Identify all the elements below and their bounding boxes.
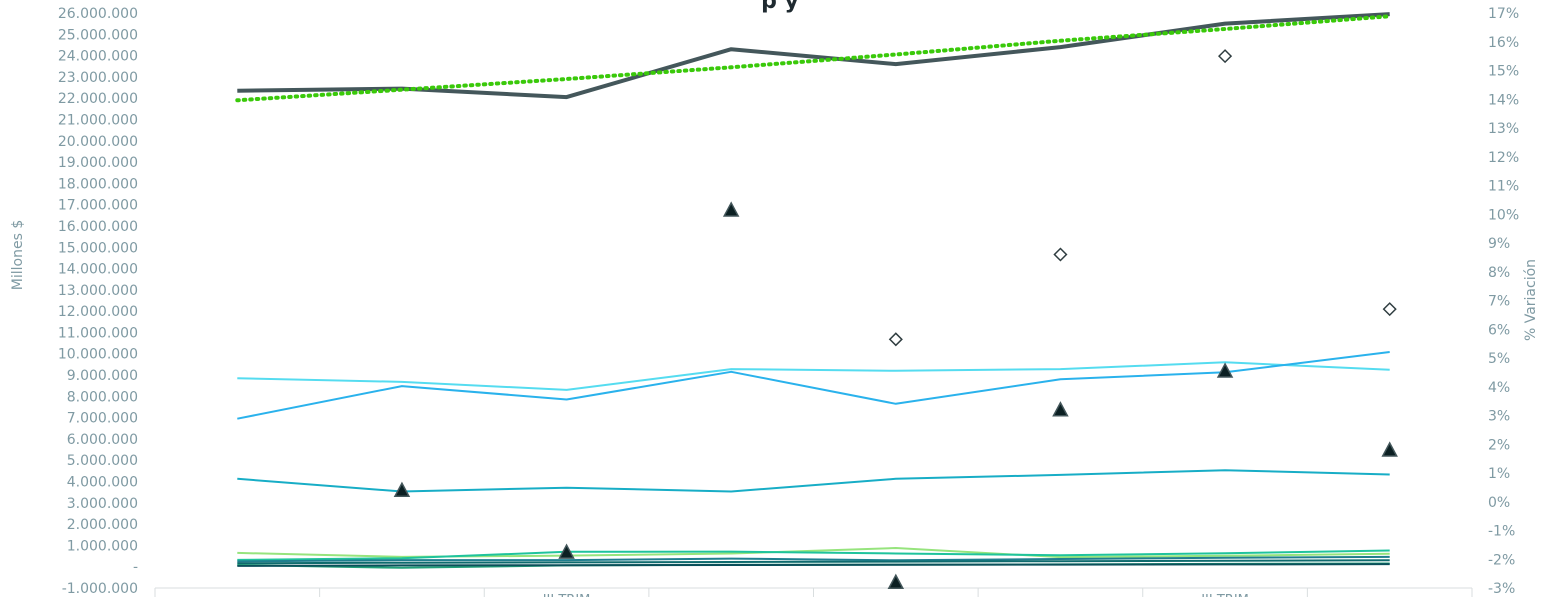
triangle-marker [1381,441,1398,457]
x-tick-label: III TRIM [1201,593,1249,597]
diamond-marker [1218,49,1233,64]
left-tick-label: 3.000.000 [67,496,138,512]
series-line-8 [237,559,1390,565]
left-tick-label: 26.000.000 [58,6,138,22]
right-tick-label: 10% [1488,207,1519,223]
series-line-3 [237,351,1390,420]
left-tick-label: 21.000.000 [58,112,138,128]
left-tick-label: 14.000.000 [58,262,138,278]
left-tick-label: 13.000.000 [58,283,138,299]
series-line-6 [237,549,1390,561]
left-tick-label: 22.000.000 [58,91,138,107]
left-axis: -1.000.000-1.000.0002.000.0003.000.0004.… [58,6,138,597]
left-tick-label: 10.000.000 [58,347,138,363]
triangle-marker [722,201,740,217]
left-tick-label: 9.000.000 [67,368,138,384]
left-tick-label: 4.000.000 [67,475,138,491]
right-tick-label: 7% [1488,294,1510,310]
right-tick-label: 0% [1488,495,1510,511]
left-tick-label: 17.000.000 [58,198,138,214]
x-tick-label: III TRIM [543,593,591,597]
right-tick-label: 15% [1488,64,1519,80]
left-tick-label: - [133,560,138,576]
right-tick-label: 1% [1488,466,1510,482]
left-tick-label: 6.000.000 [67,432,138,448]
left-tick-label: 24.000.000 [58,49,138,65]
chart-title: p y [761,0,799,14]
diamond-marker [888,332,903,347]
series-line-1 [235,14,1392,103]
series-line-0 [237,12,1390,100]
left-tick-label: 12.000.000 [58,304,138,320]
triangle-marker [887,573,905,589]
left-tick-label: 23.000.000 [58,70,138,86]
right-tick-label: 14% [1488,92,1519,108]
right-tick-label: -3% [1488,581,1515,597]
right-tick-label: -1% [1488,524,1515,540]
right-tick-label: 5% [1488,351,1510,367]
left-tick-label: 7.000.000 [67,411,138,427]
triangle-marker [1052,401,1069,417]
right-tick-label: 17% [1488,6,1519,22]
left-tick-label: 8.000.000 [67,389,138,405]
left-tick-label: 11.000.000 [58,325,138,341]
left-tick-label: 18.000.000 [58,176,138,192]
series-line-10 [237,563,1390,567]
right-tick-label: 2% [1488,437,1510,453]
series-line-2 [237,361,1390,391]
left-tick-label: 19.000.000 [58,155,138,171]
left-tick-label: 1.000.000 [67,538,138,554]
y2-axis-title: % Variación [1523,259,1539,341]
triangle-marker [393,481,411,497]
series-line-4 [237,469,1390,493]
left-tick-label: 2.000.000 [67,517,138,533]
triangle-marker [558,543,575,559]
right-tick-label: -2% [1488,552,1515,568]
right-tick-label: 6% [1488,322,1510,338]
markers-layer [393,49,1398,589]
left-tick-label: 25.000.000 [58,27,138,43]
series-layer [235,12,1392,569]
left-tick-label: -1.000.000 [62,581,138,597]
left-tick-label: 5.000.000 [67,453,138,469]
diamond-marker [1382,302,1397,317]
right-axis: -3% -2% -1% 0% 1% 2% 3% 4% 5% 6% 7% 8% 9% 10% 11% 12% 13… [1488,6,1519,597]
series-line-7 [237,555,1390,563]
right-tick-label: 12% [1488,150,1519,166]
x-axis: III TRIM III TRIM [154,587,1473,597]
triangle-marker [1216,362,1234,378]
right-tick-label: 3% [1488,409,1510,425]
y-axis-title: Millones $ [10,220,26,290]
left-tick-label: 16.000.000 [58,219,138,235]
right-tick-label: 11% [1488,179,1519,195]
right-tick-label: 8% [1488,265,1510,281]
right-tick-label: 9% [1488,236,1510,252]
right-tick-label: 13% [1488,121,1519,137]
right-tick-label: 4% [1488,380,1510,396]
diamond-marker [1053,247,1068,262]
right-tick-label: 16% [1488,35,1519,51]
left-tick-label: 15.000.000 [58,240,138,256]
left-tick-label: 20.000.000 [58,134,138,150]
